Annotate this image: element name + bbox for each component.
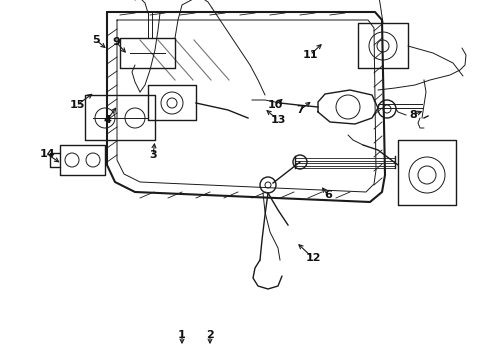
Text: 5: 5 xyxy=(92,35,100,45)
Text: 14: 14 xyxy=(39,149,55,159)
Text: 11: 11 xyxy=(302,50,318,60)
Text: 15: 15 xyxy=(69,100,85,110)
Text: 7: 7 xyxy=(296,105,304,115)
Text: 3: 3 xyxy=(149,150,157,160)
Text: 9: 9 xyxy=(112,37,120,47)
Text: 13: 13 xyxy=(270,115,286,125)
Text: 2: 2 xyxy=(206,330,214,340)
Text: 10: 10 xyxy=(268,100,283,110)
Text: 4: 4 xyxy=(103,115,111,125)
Text: 1: 1 xyxy=(178,330,186,340)
Text: 12: 12 xyxy=(305,253,321,263)
Text: 8: 8 xyxy=(409,110,417,120)
Text: 6: 6 xyxy=(324,190,332,200)
